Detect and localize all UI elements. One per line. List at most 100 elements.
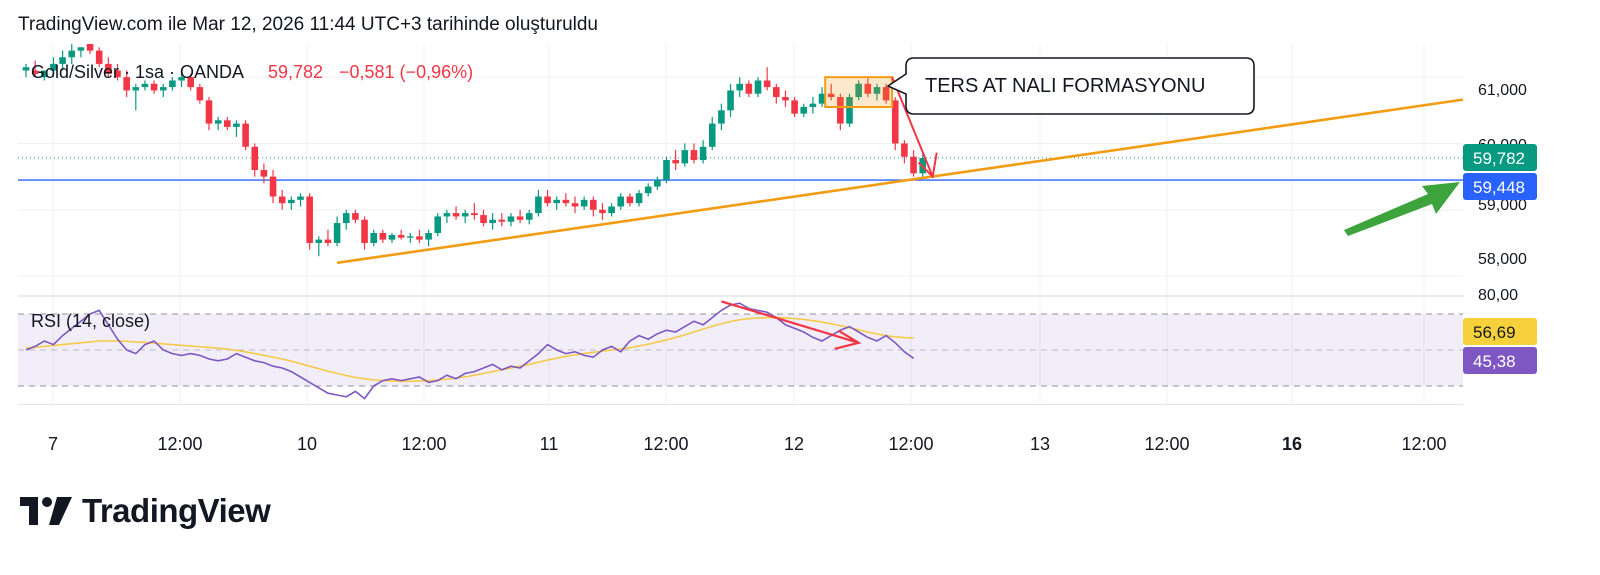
candle: [525, 213, 533, 220]
candle: [178, 77, 185, 81]
candle: [763, 80, 771, 88]
candle: [599, 209, 606, 214]
candle: [214, 120, 222, 124]
candle: [891, 100, 899, 144]
rsi-value-label: 45,38: [1463, 347, 1537, 374]
chart-area[interactable]: Gold/Silver · 1sa · OANDA 59,782 −0,581 …: [18, 40, 1568, 464]
candle: [690, 150, 698, 161]
candle: [150, 83, 158, 91]
candle: [141, 83, 149, 88]
price-panel: [18, 40, 1463, 257]
tradingview-logo-icon: [20, 497, 72, 525]
chart-svg[interactable]: Gold/Silver · 1sa · OANDA 59,782 −0,581 …: [18, 40, 1568, 464]
candle: [873, 87, 881, 94]
candle: [114, 70, 121, 78]
tradingview-brand: TradingView: [20, 492, 271, 530]
time-label: 10: [297, 434, 317, 454]
legend-symbol: Gold/Silver · 1sa · OANDA: [31, 62, 244, 82]
candle: [827, 93, 835, 98]
candle: [901, 143, 908, 157]
last-price-label-bg: [1463, 144, 1537, 171]
candle: [315, 239, 323, 243]
time-label: 11: [540, 434, 559, 454]
rsi-title: RSI (14, close): [31, 311, 150, 331]
price-tick-2: 59,000: [1478, 197, 1527, 214]
candle: [699, 146, 707, 161]
rsi-down-arrow-shaft: [721, 300, 859, 344]
time-label: 12:00: [401, 434, 446, 454]
rsi-value-label-text: 45,38: [1473, 352, 1516, 371]
candle: [379, 233, 387, 240]
candle: [672, 160, 679, 164]
candle: [41, 70, 48, 78]
candle: [361, 219, 368, 243]
candle: [288, 199, 295, 204]
candle: [233, 123, 240, 127]
rsi-line: [25, 302, 915, 400]
candle: [269, 176, 277, 197]
candle: [580, 199, 588, 207]
candle: [352, 213, 359, 220]
candle: [562, 199, 570, 204]
candle: [644, 186, 652, 194]
candle: [205, 100, 213, 124]
candle: [242, 123, 249, 147]
annotation-text: TERS AT NALI FORMASYONU: [925, 75, 1205, 97]
candle: [196, 87, 204, 101]
candle: [718, 110, 725, 124]
candle: [654, 179, 661, 187]
time-label: 12:00: [1144, 434, 1189, 454]
candle: [251, 146, 259, 170]
time-label: 12:00: [1401, 434, 1446, 454]
candle: [736, 83, 743, 91]
rsi-tick-top: 80,00: [1478, 287, 1518, 304]
candle: [425, 233, 432, 240]
legend-price: 59,782: [268, 62, 323, 82]
candle: [159, 87, 167, 91]
price-tick-0: 61,000: [1478, 82, 1527, 99]
candle: [169, 80, 176, 88]
candle: [68, 50, 76, 58]
callout-box: [886, 57, 1255, 115]
candle: [297, 196, 304, 200]
brand-name: TradingView: [82, 492, 271, 529]
candle: [306, 196, 313, 243]
candle: [846, 97, 853, 124]
price-down-arrow-shaft: [891, 76, 934, 178]
candle: [123, 77, 130, 91]
rsi-panel: [18, 300, 1463, 400]
candle: [498, 219, 506, 222]
candle: [224, 120, 231, 127]
time-label: 13: [1030, 434, 1050, 454]
candle: [105, 63, 112, 74]
candle: [333, 223, 341, 243]
candle: [388, 234, 396, 240]
candle: [342, 213, 350, 224]
candle: [95, 50, 103, 64]
candle: [818, 93, 826, 104]
last-price-label: 59,782: [1463, 144, 1537, 171]
time-axis: 7 12:00 10 12:00 11 12:00 12 12:00 13 12…: [48, 434, 1447, 454]
candle: [397, 234, 405, 238]
annotation-callout[interactable]: TERS AT NALI FORMASYONU: [886, 57, 1255, 115]
candle: [910, 156, 917, 174]
candle: [50, 63, 57, 71]
time-label: 12: [784, 434, 804, 454]
candle: [443, 213, 451, 217]
time-label: 12:00: [157, 434, 202, 454]
candle: [416, 236, 423, 240]
candle: [59, 57, 66, 64]
hline-price-label-text: 59,448: [1473, 178, 1525, 197]
candle: [278, 196, 286, 204]
rsi-band-fill: [18, 314, 1463, 386]
pattern-box: [824, 76, 894, 108]
candle: [663, 160, 670, 180]
candle: [571, 203, 579, 207]
rsi-ma-label: 56,69: [1463, 318, 1537, 345]
rsi-ma-label-text: 56,69: [1473, 323, 1516, 342]
time-label: 12:00: [643, 434, 688, 454]
candle: [590, 199, 597, 210]
candle: [544, 196, 551, 204]
hline-price-label-bg: [1463, 173, 1537, 200]
rsi-down-arrow-head: [834, 329, 862, 350]
